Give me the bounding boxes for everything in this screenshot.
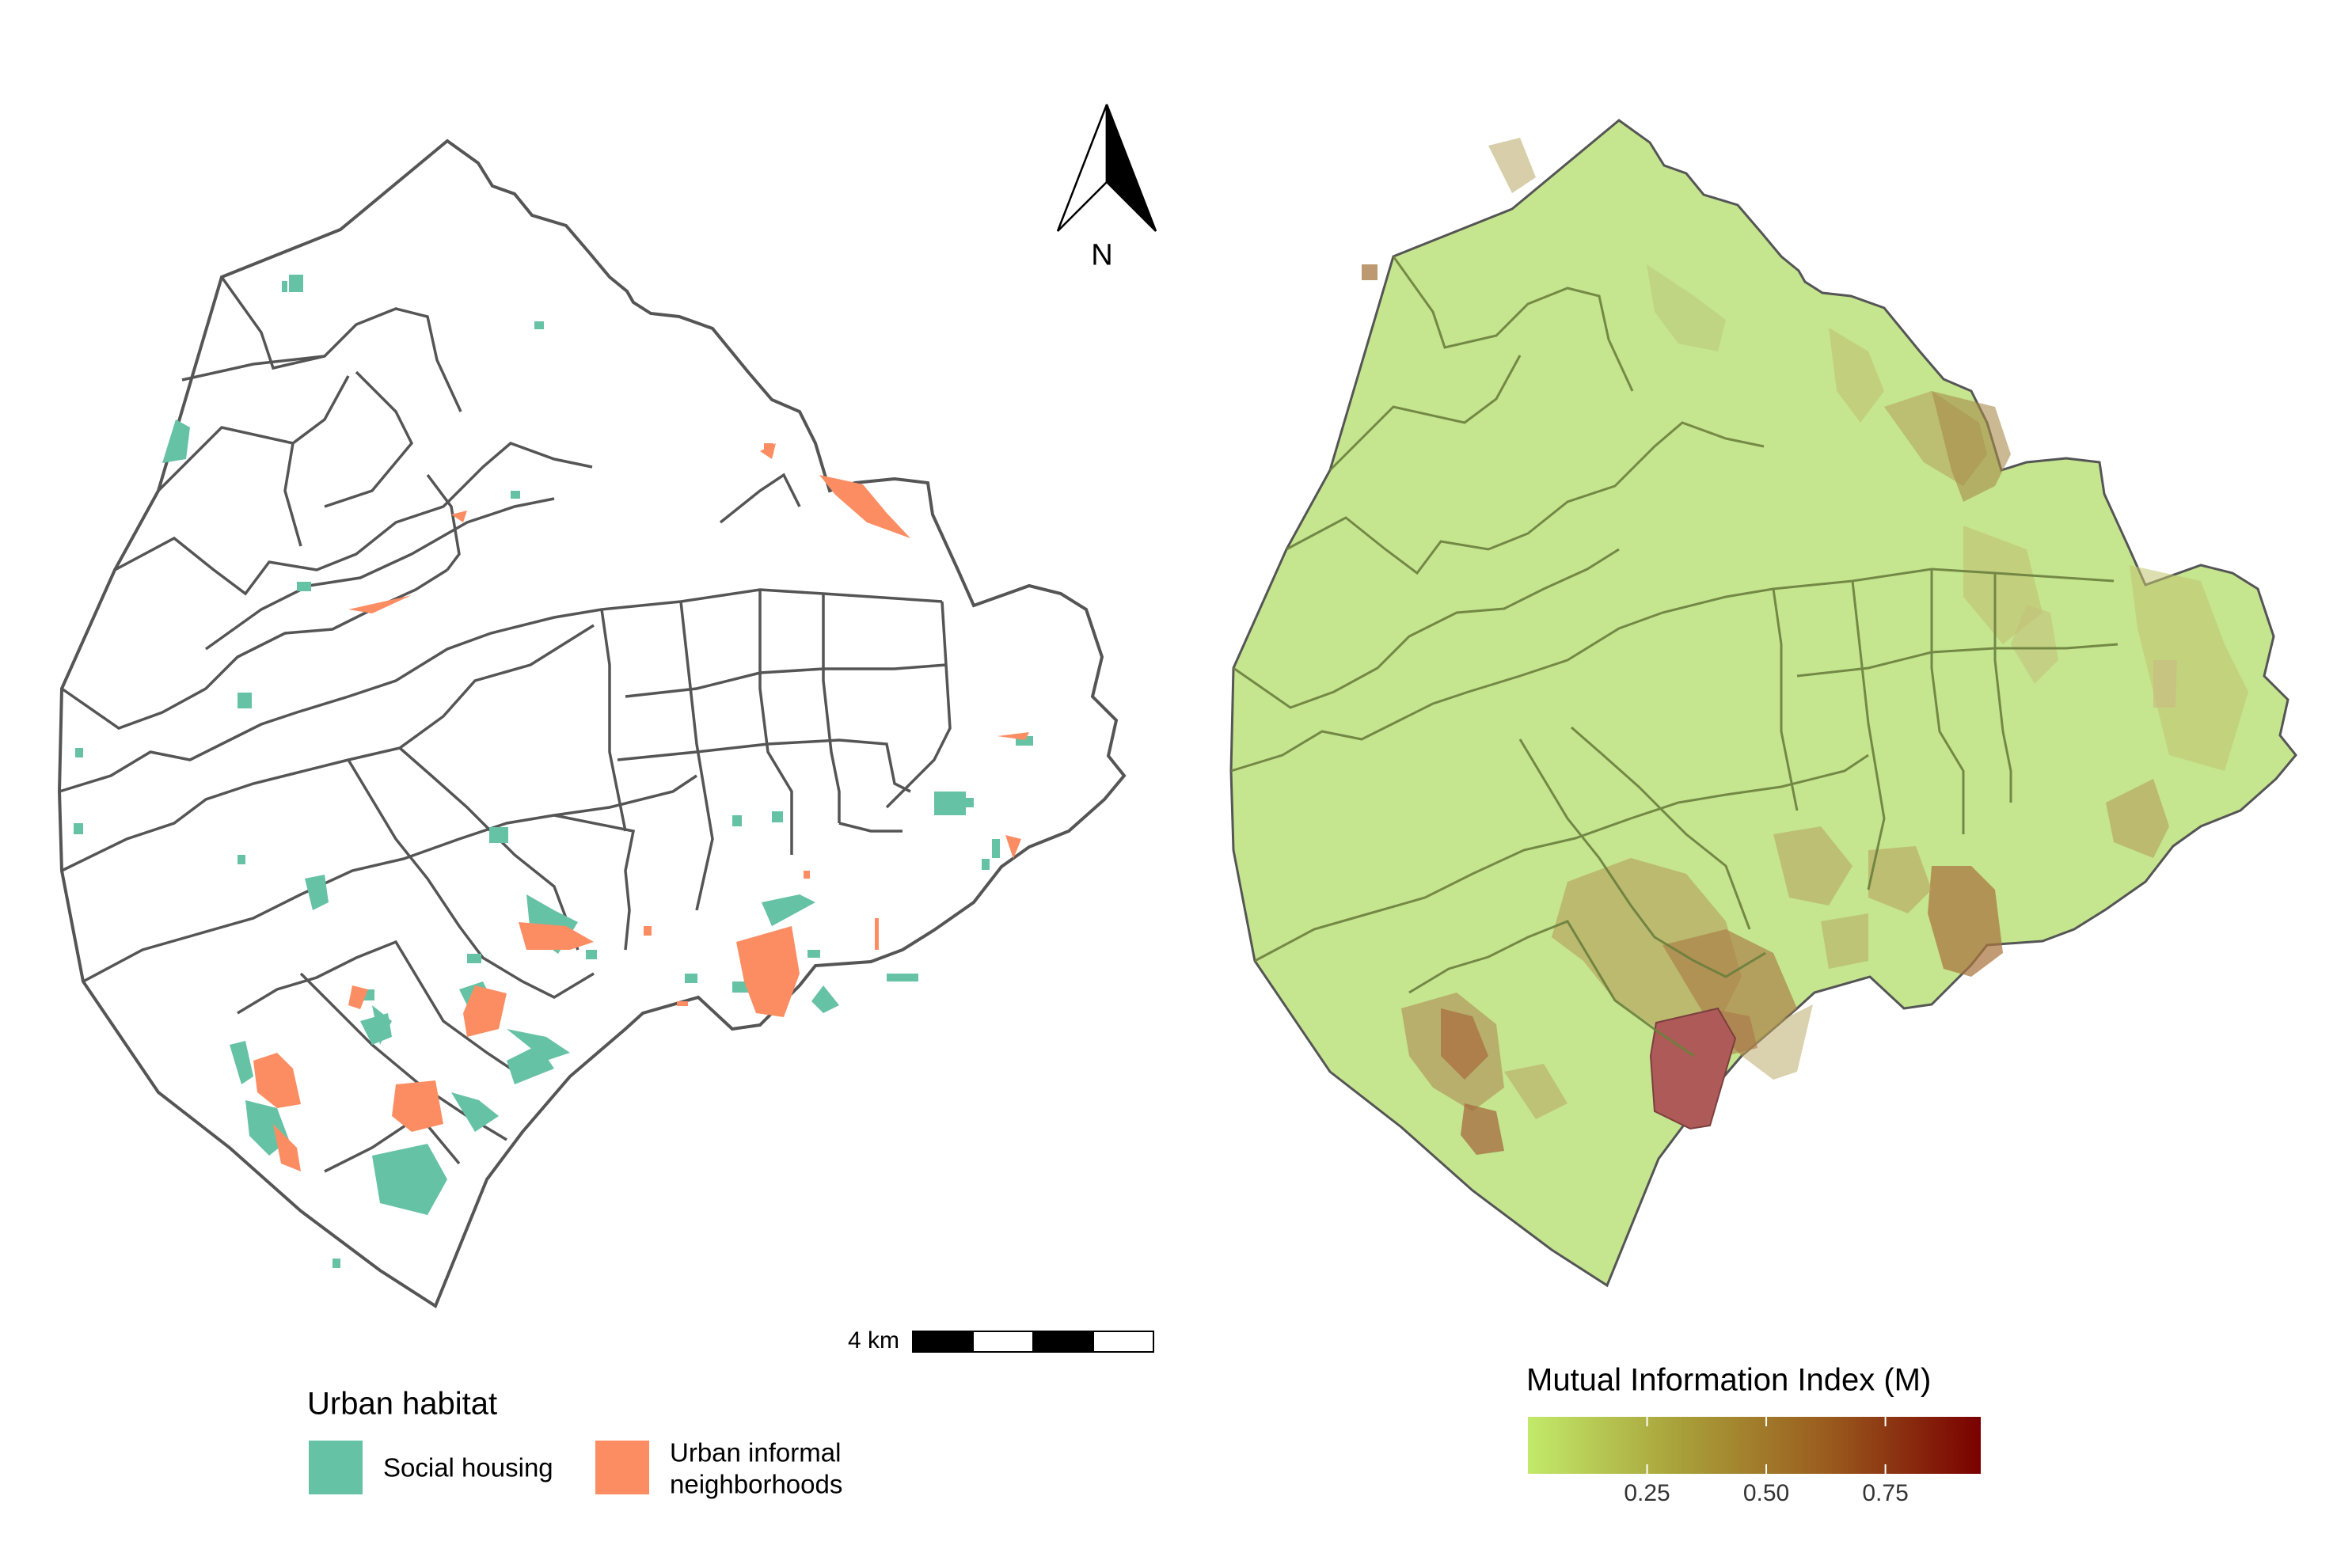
mi-district-boundaries [1230, 256, 2118, 1057]
scale-bar-segment [912, 1331, 974, 1353]
scale-bar-label: 4 km [848, 1327, 899, 1353]
urban-informal-label-line2: neighborhoods [670, 1470, 842, 1499]
mi-index-legend: Mutual Information Index (M) 0.25 0.50 0.7… [1526, 1363, 1981, 1506]
mi-legend-tick-label: 0.50 [1743, 1480, 1789, 1506]
mi-index-max-region [1649, 1007, 1737, 1130]
mi-legend-title: Mutual Information Index (M) [1526, 1363, 1931, 1398]
urban-informal-swatch [595, 1441, 649, 1494]
mi-legend-ticks: 0.25 0.50 0.75 [1624, 1417, 1909, 1506]
mi-legend-tick-label: 0.75 [1862, 1480, 1908, 1506]
urban-informal-label-line1: Urban informal [670, 1438, 841, 1467]
scale-bar-segment [972, 1331, 1034, 1353]
social-housing-label: Social housing [383, 1453, 553, 1483]
urban-habitat-legend: Urban habitat Social housing Urban infor… [307, 1387, 842, 1499]
urban-habitat-map: N 4 km Urban habitat Social housing Urba… [58, 104, 1157, 1499]
mi-legend-colorbar [1528, 1417, 1981, 1474]
city-boundary [58, 139, 1126, 1308]
district-boundaries [59, 275, 952, 1173]
mi-index-patches [1362, 138, 2248, 1155]
north-arrow-label: N [1091, 238, 1112, 271]
north-arrow: N [1056, 104, 1157, 271]
north-arrow-right-half [1105, 104, 1157, 232]
mi-legend-tick-label: 0.25 [1624, 1480, 1670, 1506]
urban-informal-neighborhood-patches [253, 443, 1029, 1171]
scale-bar-segment [1092, 1331, 1154, 1353]
habitat-legend-title: Urban habitat [307, 1387, 497, 1422]
north-arrow-left-half [1056, 104, 1108, 232]
mutual-information-map [1229, 119, 2297, 1287]
scale-bar-segment [1032, 1331, 1094, 1353]
scale-bar: 4 km [848, 1327, 1154, 1353]
city-fill [1229, 119, 2297, 1287]
social-housing-swatch [309, 1441, 363, 1494]
